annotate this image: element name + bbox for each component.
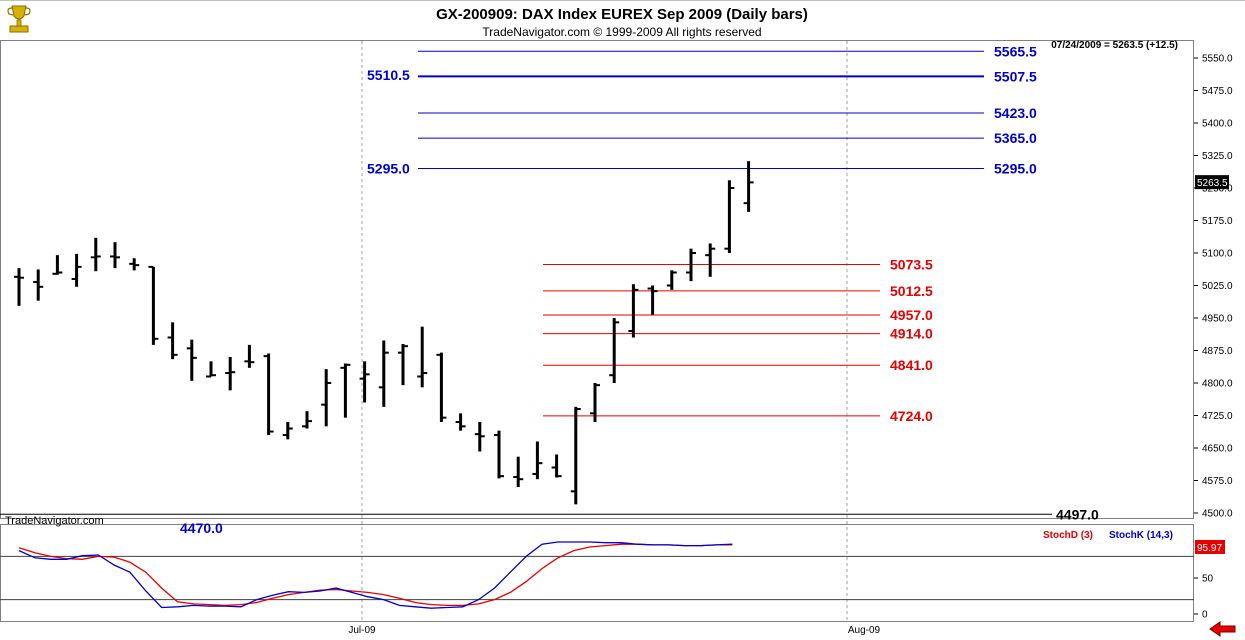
stoch-last-value-tag [1195, 540, 1225, 554]
price-bar [551, 454, 562, 478]
copyright-text: TradeNavigator.com © 1999-2009 All right… [482, 25, 761, 39]
left-level-label: 4470.0 [180, 520, 223, 536]
price-panel-frame [0, 40, 1194, 519]
price-bar [417, 326, 428, 388]
price-bar [455, 413, 466, 431]
price-bar [14, 268, 24, 306]
price-bar [590, 383, 600, 422]
level-label: 5073.5 [890, 256, 933, 272]
level-label: 5295.0 [994, 161, 1037, 177]
y-tick-label: 5175.0 [1202, 216, 1233, 227]
stoch-series-line [18, 543, 733, 607]
y-tick-label: 4500.0 [1202, 509, 1233, 520]
price-bar [244, 344, 255, 368]
price-bar [359, 361, 370, 403]
left-level-label: 5510.5 [367, 67, 410, 83]
price-bar [206, 361, 216, 378]
x-label-jul: Jul-09 [348, 625, 376, 636]
level-label: 5565.5 [994, 43, 1037, 59]
y-tick-label: 4800.0 [1202, 379, 1233, 390]
y-tick-label: 5475.0 [1202, 86, 1233, 97]
stoch-k-legend: StochK (14,3) [1109, 530, 1173, 541]
chart-title: GX-200909: DAX Index EUREX Sep 2009 (Dai… [436, 6, 808, 23]
y-tick-label: 5400.0 [1202, 119, 1233, 130]
price-bar [263, 353, 274, 435]
price-bar [129, 258, 140, 271]
y-tick-label: 4950.0 [1202, 314, 1233, 325]
price-bar [647, 285, 658, 315]
price-bar [705, 243, 716, 277]
stoch-last-value-label: 95.97 [1197, 543, 1222, 554]
price-bar [398, 344, 408, 386]
price-bar [494, 430, 504, 479]
y-tick-label: 5325.0 [1202, 151, 1233, 162]
level-label: 5012.5 [890, 283, 933, 299]
level-label: 4497.0 [1056, 506, 1099, 522]
price-bar [609, 318, 620, 383]
level-label: 5365.0 [994, 130, 1037, 146]
stoch-tick-label: 50 [1202, 574, 1214, 585]
y-tick-label: 4650.0 [1202, 444, 1233, 455]
stoch-series-line [18, 541, 733, 609]
level-label: 4957.0 [890, 307, 933, 323]
y-tick-label: 5550.0 [1202, 54, 1233, 65]
price-bar [321, 369, 332, 427]
price-bar [686, 248, 696, 282]
level-label: 4724.0 [890, 408, 933, 424]
top-border [0, 0, 1245, 1]
price-bar [628, 284, 639, 338]
price-axis: 4500.0 4575.0 4650.0 4725.0 4800.0 4875.0 4950… [1194, 54, 1233, 520]
price-bar [340, 363, 351, 418]
stochastic-panel: 0 50 95.97 StochD (3) StochK (14,3) [0, 530, 1225, 621]
price-bar [225, 357, 236, 391]
price-bars [14, 161, 754, 505]
price-bar [513, 456, 524, 487]
last-price-label: 5263.5 [1197, 178, 1228, 189]
level-label: 4914.0 [890, 326, 933, 342]
price-bar [724, 180, 735, 253]
level-lines: 5565.5 5507.5 5423.0 5365.0 5295.0 5073.5 5012… [0, 43, 1099, 536]
price-bar [474, 422, 485, 452]
price-bar [90, 237, 101, 272]
level-label: 5507.5 [994, 68, 1037, 84]
price-bar [302, 411, 312, 429]
left-level-label: 5295.0 [367, 161, 410, 177]
y-tick-label: 4575.0 [1202, 476, 1233, 487]
last-price-tag [1195, 175, 1229, 190]
price-bar [282, 422, 293, 440]
price-bar [436, 352, 447, 422]
y-tick-label: 5100.0 [1202, 249, 1233, 260]
y-tick-label: 5025.0 [1202, 281, 1233, 292]
price-bar [532, 441, 543, 480]
trophy-logo-icon [7, 5, 31, 33]
price-bar [52, 255, 63, 275]
price-bar [71, 253, 82, 287]
price-bar [743, 161, 754, 212]
price-bar [378, 340, 389, 407]
y-tick-label: 4875.0 [1202, 346, 1233, 357]
price-bar [666, 270, 677, 290]
level-label: 5423.0 [994, 105, 1037, 121]
price-bar [167, 322, 178, 360]
level-label: 4841.0 [890, 357, 933, 373]
watermark-text: TradeNavigator.com [5, 515, 104, 527]
y-tick-label: 4725.0 [1202, 411, 1233, 422]
price-bar [186, 339, 197, 381]
scroll-left-arrow-icon[interactable] [1208, 621, 1238, 637]
last-quote-text: 07/24/2009 = 5263.5 (+12.5) [1051, 40, 1178, 51]
price-bar [33, 269, 44, 301]
price-bar [148, 265, 159, 345]
price-bar [570, 406, 581, 505]
x-label-aug: Aug-09 [848, 625, 881, 636]
price-bar [110, 242, 120, 269]
stoch-tick-label: 0 [1202, 610, 1208, 621]
stoch-d-legend: StochD (3) [1043, 530, 1093, 541]
